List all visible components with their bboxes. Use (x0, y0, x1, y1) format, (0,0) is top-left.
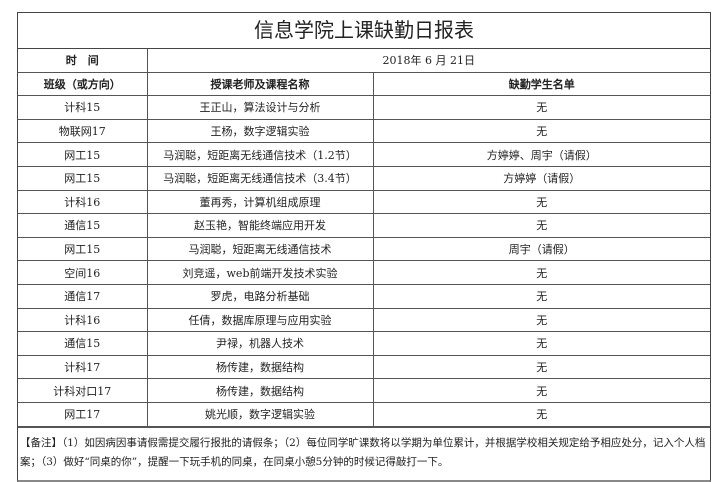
header-teacher-course: 授课老师及课程名称 (146, 71, 374, 97)
table-row: 通信17 罗虎，电路分析基础无 (18, 283, 710, 309)
attendance-table: 时 间 2018年 6 月 21日 班级（或方向） 授课老师及课程名称 缺勤学生… (18, 49, 710, 427)
teacher-course-cell: 姚光顺，数字逻辑实验 (146, 401, 374, 427)
class-cell: 计科16 (18, 307, 148, 333)
teacher-course-cell: 马润聪，短距离无线通信技术（1.2节） (146, 142, 374, 167)
class-cell: 网工15 (18, 236, 148, 262)
header-absent-students: 缺勤学生名单 (372, 71, 710, 97)
table-row: 空间16 刘竞遥，web前端开发技术实验无 (18, 260, 710, 285)
teacher-course-cell: 马润聪，短距离无线通信技术（3.4节） (146, 165, 374, 191)
time-label: 时 间 (18, 49, 148, 73)
table-row: 计科对口17 杨传建，数据结构无 (18, 378, 710, 403)
absent-students-cell: 周宇（请假） (372, 236, 710, 262)
header-row: 班级（或方向） 授课老师及课程名称 缺勤学生名单 (18, 71, 710, 97)
absent-students-cell: 无 (372, 260, 710, 285)
table-row: 计科16 任倩，数据库原理与应用实验无 (18, 307, 710, 333)
teacher-course-cell: 任倩，数据库原理与应用实验 (146, 307, 374, 333)
attendance-report: 信息学院上课缺勤日报表 时 间 2018年 6 月 21日 班级（或方向） 授课… (17, 12, 711, 482)
teacher-course-cell: 罗虎，电路分析基础 (146, 283, 374, 309)
teacher-course-cell: 赵玉艳，智能终端应用开发 (146, 213, 374, 238)
time-row: 时 间 2018年 6 月 21日 (18, 49, 710, 73)
absent-students-cell: 方婷婷（请假） (372, 165, 710, 191)
teacher-course-cell: 王正山，算法设计与分析 (146, 95, 374, 120)
teacher-course-cell: 杨传建，数据结构 (146, 354, 374, 380)
absent-students-cell: 无 (372, 307, 710, 333)
class-cell: 计科对口17 (18, 378, 148, 403)
class-cell: 网工15 (18, 142, 148, 167)
class-cell: 网工17 (18, 401, 148, 427)
table-row: 通信15 尹禄，机器人技术无 (18, 331, 710, 356)
absent-students-cell: 无 (372, 354, 710, 380)
teacher-course-cell: 王杨，数字逻辑实验 (146, 118, 374, 144)
header-class: 班级（或方向） (18, 71, 148, 97)
absent-students-cell: 无 (372, 331, 710, 356)
absent-students-cell: 无 (372, 378, 710, 403)
teacher-course-cell: 马润聪，短距离无线通信技术 (146, 236, 374, 262)
absent-students-cell: 无 (372, 401, 710, 427)
table-row: 计科16 董再秀，计算机组成原理无 (18, 189, 710, 215)
absent-students-cell: 无 (372, 118, 710, 144)
table-row: 网工17 姚光顺，数字逻辑实验无 (18, 401, 710, 427)
teacher-course-cell: 杨传建，数据结构 (146, 378, 374, 403)
class-cell: 空间16 (18, 260, 148, 285)
teacher-course-cell: 董再秀，计算机组成原理 (146, 189, 374, 215)
class-cell: 通信17 (18, 283, 148, 309)
table-row: 通信15 赵玉艳，智能终端应用开发无 (18, 213, 710, 238)
table-row: 计科15 王正山，算法设计与分析无 (18, 95, 710, 120)
class-cell: 通信15 (18, 331, 148, 356)
report-date: 2018年 6 月 21日 (146, 49, 710, 73)
remarks: 【备注】（1）如因病因事请假需提交履行报批的请假条；（2）每位同学旷课数将以学期… (18, 426, 710, 480)
class-cell: 通信15 (18, 213, 148, 238)
table-row: 网工15 马润聪，短距离无线通信技术 周宇（请假） (18, 236, 710, 262)
class-cell: 物联网17 (18, 118, 148, 144)
table-row: 物联网17 王杨，数字逻辑实验无 (18, 118, 710, 144)
absent-students-cell: 无 (372, 95, 710, 120)
absent-students-cell: 方婷婷、周宇（请假） (372, 142, 710, 167)
class-cell: 网工15 (18, 165, 148, 191)
report-title: 信息学院上课缺勤日报表 (18, 13, 710, 49)
absent-students-cell: 无 (372, 283, 710, 309)
teacher-course-cell: 尹禄，机器人技术 (146, 331, 374, 356)
class-cell: 计科15 (18, 95, 148, 120)
table-row: 网工15 马润聪，短距离无线通信技术（1.2节） 方婷婷、周宇（请假） (18, 142, 710, 167)
absent-students-cell: 无 (372, 189, 710, 215)
absent-students-cell: 无 (372, 213, 710, 238)
teacher-course-cell: 刘竞遥，web前端开发技术实验 (146, 260, 374, 285)
table-row: 计科17 杨传建，数据结构无 (18, 354, 710, 380)
table-row: 网工15 马润聪，短距离无线通信技术（3.4节） 方婷婷（请假） (18, 165, 710, 191)
class-cell: 计科16 (18, 189, 148, 215)
class-cell: 计科17 (18, 354, 148, 380)
